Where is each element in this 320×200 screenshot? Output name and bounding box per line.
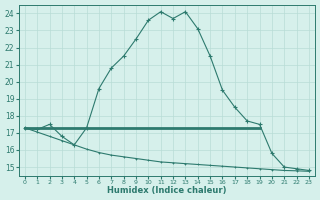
X-axis label: Humidex (Indice chaleur): Humidex (Indice chaleur) — [107, 186, 227, 195]
